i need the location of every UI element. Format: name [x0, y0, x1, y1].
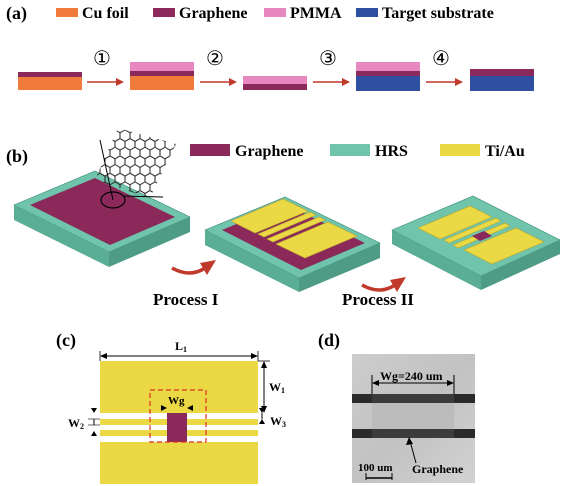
legend-a: Cu foil Graphene PMMA Target substrate	[56, 5, 494, 22]
legend-label-substrate: Target substrate	[382, 5, 494, 22]
panel-label-b: (b)	[6, 146, 28, 167]
electrode-layout: L1 W1 W3 W2 Wg	[68, 339, 286, 484]
scale-bar-label: 100 um	[358, 462, 393, 474]
pad-top	[100, 361, 258, 413]
graphene-channel-3	[472, 231, 492, 241]
legend-swatch-substrate	[356, 8, 378, 17]
dim-w2: W2	[68, 416, 84, 431]
process-arrow-1	[171, 260, 216, 275]
step-number-3: ③	[319, 48, 337, 70]
device-block-3	[391, 195, 561, 290]
electrode-2d	[275, 221, 358, 259]
step-number-2: ②	[206, 48, 224, 70]
step-number-4: ④	[432, 48, 450, 70]
dim-wg: Wg	[168, 395, 185, 407]
graphene-channel-c	[167, 413, 187, 442]
step-2: ②	[200, 48, 237, 86]
stack-5	[470, 69, 534, 91]
legend-swatch-graphene-b	[190, 144, 230, 156]
legend-swatch-tiau	[440, 144, 480, 156]
device-block-2	[204, 196, 381, 292]
step-3: ③	[313, 48, 350, 86]
dim-l1: L1	[175, 339, 187, 354]
step-4: ④	[426, 48, 463, 86]
device-block-1	[13, 128, 191, 267]
stack-3	[243, 76, 307, 90]
zoom-box	[149, 389, 207, 443]
pad-bottom	[100, 442, 258, 484]
electrode-2c	[266, 216, 326, 243]
legend-swatch-graphene	[153, 8, 175, 17]
graphene-sheet-1	[30, 178, 175, 245]
stack-2	[130, 62, 194, 90]
panel-label-d: (d)	[318, 330, 340, 351]
micrograph: Wg=240 um Graphene 100 um	[352, 354, 475, 483]
micrograph-gap	[372, 403, 454, 429]
electrode-3b	[443, 217, 502, 244]
legend-b: Graphene HRS Ti/Au	[190, 143, 525, 160]
legend-swatch-cu	[56, 8, 78, 17]
legend-label-pmma: PMMA	[290, 5, 342, 22]
legend-label-graphene: Graphene	[179, 5, 247, 22]
process-label-1: Process I	[153, 290, 219, 309]
electrode-3a	[417, 205, 493, 240]
electrode-3d	[463, 227, 545, 265]
process-arrow-2	[361, 277, 406, 292]
stack-4	[356, 62, 420, 91]
legend-label-tiau: Ti/Au	[485, 143, 525, 160]
panel-label-a: (a)	[6, 3, 27, 24]
legend-label-cu: Cu foil	[82, 5, 129, 22]
legend-label-graphene-b: Graphene	[235, 143, 303, 160]
micrograph-wg-label: Wg=240 um	[380, 369, 443, 383]
step-1: ①	[87, 48, 124, 86]
legend-swatch-hrs	[330, 144, 370, 156]
legend-label-hrs: HRS	[375, 143, 408, 160]
step-number-1: ①	[93, 48, 111, 70]
electrode-2b	[257, 211, 317, 238]
stack-1	[18, 72, 82, 90]
micrograph-graphene-label: Graphene	[412, 462, 464, 476]
legend-swatch-pmma	[264, 8, 286, 17]
electrode-2a	[230, 198, 309, 234]
dim-w3: W3	[270, 414, 286, 429]
process-label-2: Process II	[342, 290, 414, 309]
dim-w1: W1	[269, 380, 285, 395]
panel-label-c: (c)	[56, 330, 76, 351]
zoom-circle	[100, 191, 126, 209]
